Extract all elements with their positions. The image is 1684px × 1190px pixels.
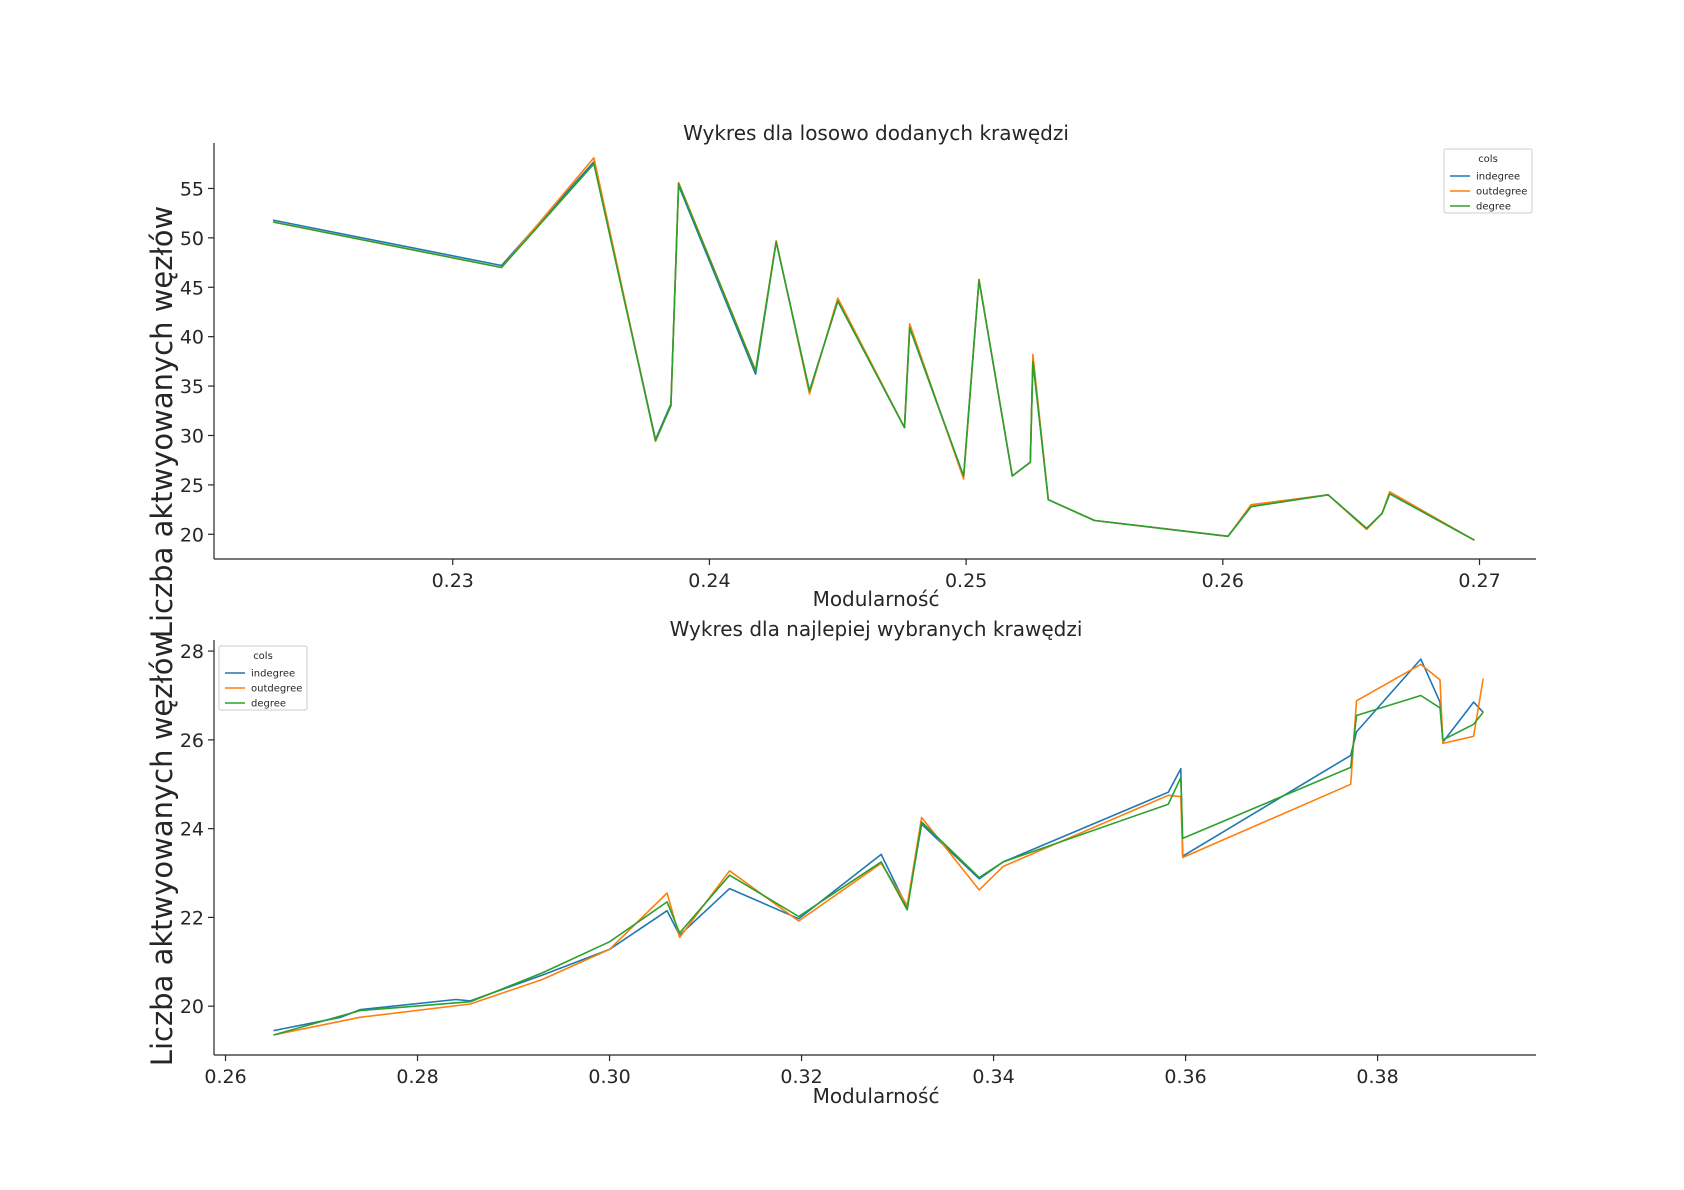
legend-items: indegree outdegree degree	[225, 669, 302, 710]
x-tick-label: 0.26	[204, 1066, 246, 1088]
y-tick-label: 28	[180, 641, 204, 663]
legend-items: indegree outdegree degree	[1450, 172, 1527, 213]
x-tick-label: 0.34	[972, 1066, 1014, 1088]
x-axis-label: Modularność	[813, 587, 940, 611]
series-line-degree	[273, 694, 1484, 1036]
chart-title: Wykres dla losowo dodanych krawędzi	[683, 121, 1069, 145]
x-tick-label: 0.36	[1164, 1066, 1206, 1088]
y-tick-label: 22	[180, 907, 204, 929]
y-tick-label: 35	[180, 376, 204, 398]
y-tick-label: 40	[180, 327, 204, 349]
x-tick-label: 0.30	[588, 1066, 630, 1088]
y-tick-label: 50	[180, 228, 204, 250]
legend: cols indegree outdegree degree	[1443, 148, 1533, 214]
x-axis-label: Modularność	[813, 1084, 940, 1108]
legend-label: indegree	[251, 669, 295, 680]
legend-box	[218, 645, 308, 711]
x-tick-label: 0.28	[396, 1066, 438, 1088]
legend-label: indegree	[1476, 172, 1520, 183]
y-tick-label: 25	[180, 475, 204, 497]
series-layer	[273, 658, 1484, 1036]
legend-label: outdegree	[251, 684, 302, 695]
legend-title: cols	[1478, 154, 1498, 165]
x-tick-label: 0.38	[1356, 1066, 1398, 1088]
legend-box	[1443, 148, 1533, 214]
x-tick-label: 0.23	[432, 570, 474, 592]
plot-area: 0.23 0.24 0.25 0.26 0.27 20 25 30 35 40 45 50 55	[180, 143, 1536, 592]
series-line-degree	[272, 163, 1475, 541]
legend-label: degree	[251, 699, 286, 710]
y-tick-label: 24	[180, 819, 204, 841]
chart-best-edges: Wykres dla najlepiej wybranych krawędzi …	[145, 617, 1536, 1108]
series-line-outdegree	[273, 663, 1484, 1036]
y-tick-label: 30	[180, 425, 204, 447]
x-tick-label: 0.27	[1458, 570, 1500, 592]
x-tick-label: 0.25	[945, 570, 987, 592]
x-tick-label: 0.24	[688, 570, 730, 592]
legend-label: outdegree	[1476, 187, 1527, 198]
y-ticks: 20 22 24 26 28	[180, 641, 214, 1018]
x-tick-label: 0.26	[1202, 570, 1244, 592]
plot-area: 0.26 0.28 0.30 0.32 0.34 0.36 0.38 20 22 24 26 28	[180, 640, 1536, 1088]
y-tick-label: 55	[180, 178, 204, 200]
y-tick-label: 20	[180, 996, 204, 1018]
chart-random-edges: Wykres dla losowo dodanych krawędzi 0.23…	[145, 121, 1536, 638]
y-tick-label: 26	[180, 730, 204, 752]
y-tick-label: 45	[180, 277, 204, 299]
x-tick-label: 0.32	[780, 1066, 822, 1088]
x-ticks: 0.23 0.24 0.25 0.26 0.27	[432, 559, 1501, 592]
y-tick-label: 20	[180, 524, 204, 546]
series-layer	[272, 157, 1475, 541]
legend: cols indegree outdegree degree	[218, 645, 308, 711]
chart-title: Wykres dla najlepiej wybranych krawędzi	[670, 617, 1083, 641]
x-ticks: 0.26 0.28 0.30 0.32 0.34 0.36 0.38	[204, 1055, 1399, 1088]
legend-title: cols	[253, 651, 273, 662]
legend-label: degree	[1476, 202, 1511, 213]
y-axis-label: Liczba aktwyowanych węzłów	[145, 634, 179, 1066]
y-axis-label: Liczba aktwyowanych węzłów	[145, 206, 179, 638]
y-ticks: 20 25 30 35 40 45 50 55	[180, 178, 214, 546]
